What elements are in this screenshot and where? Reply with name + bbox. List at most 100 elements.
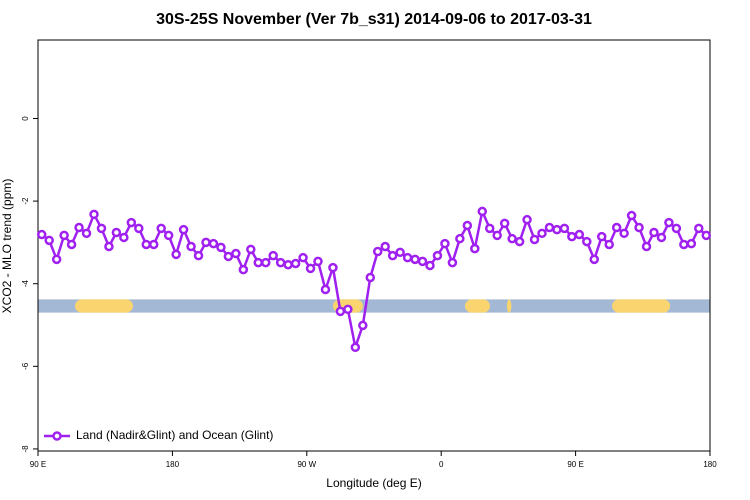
- point: [574, 229, 585, 240]
- point: [96, 223, 107, 234]
- point: [589, 254, 600, 265]
- chart-title: 30S-25S November (Ver 7b_s31) 2014-09-06…: [156, 11, 592, 28]
- point: [231, 248, 241, 259]
- point: [81, 228, 92, 239]
- plot-frame: [37, 39, 711, 452]
- point: [552, 224, 562, 235]
- land-segment: [75, 299, 133, 313]
- y-tick-label: 0: [21, 116, 30, 121]
- x-tick-label: 90 W: [297, 460, 316, 469]
- point: [440, 238, 450, 249]
- point: [66, 239, 77, 250]
- point: [567, 231, 577, 242]
- point: [679, 239, 689, 250]
- point: [619, 228, 629, 239]
- point: [671, 223, 682, 234]
- land-segment: [464, 299, 491, 313]
- x-tick-label: 90 E: [567, 460, 583, 469]
- point: [365, 272, 376, 283]
- point: [596, 231, 607, 242]
- y-tick-label: -8: [21, 445, 30, 453]
- point: [163, 230, 174, 241]
- point: [298, 252, 308, 263]
- point: [44, 235, 54, 246]
- point: [649, 227, 659, 238]
- point: [156, 223, 166, 234]
- point: [253, 257, 264, 268]
- legend-label: Land (Nadir&Glint) and Ocean (Glint): [76, 428, 273, 442]
- point: [410, 254, 420, 265]
- point: [313, 256, 323, 267]
- point: [499, 218, 510, 229]
- point: [283, 259, 293, 270]
- point: [246, 244, 256, 255]
- land-segment: [506, 299, 512, 313]
- point: [290, 258, 301, 269]
- point: [686, 238, 697, 249]
- point: [559, 223, 570, 234]
- point: [492, 230, 502, 241]
- point: [238, 264, 249, 275]
- point: [59, 230, 69, 241]
- y-tick-label: -4: [21, 280, 30, 288]
- point: [126, 217, 137, 228]
- point: [111, 227, 122, 238]
- point: [268, 250, 278, 261]
- point: [223, 251, 234, 262]
- point: [626, 210, 637, 221]
- point: [447, 257, 458, 268]
- x-axis-label: Longitude (deg E): [326, 476, 421, 490]
- point: [328, 262, 338, 273]
- point: [89, 209, 99, 220]
- point: [656, 232, 667, 243]
- point: [171, 249, 181, 260]
- land-segment: [612, 299, 671, 313]
- point: [611, 222, 622, 233]
- point: [641, 241, 652, 252]
- point: [74, 222, 84, 233]
- point: [134, 223, 144, 234]
- point: [477, 206, 488, 217]
- point: [119, 232, 129, 243]
- point: [141, 239, 152, 250]
- point: [216, 242, 226, 253]
- point: [604, 239, 614, 250]
- point: [694, 223, 704, 234]
- point: [305, 263, 316, 274]
- y-tick-label: -2: [21, 197, 30, 205]
- surface-band: [38, 299, 710, 313]
- point: [208, 238, 219, 249]
- point: [358, 320, 368, 331]
- x-tick-label: 180: [703, 460, 717, 469]
- point: [260, 257, 271, 268]
- point: [51, 254, 62, 265]
- point: [387, 250, 398, 261]
- point: [522, 214, 532, 225]
- point: [186, 241, 196, 252]
- x-tick-label: 180: [166, 460, 180, 469]
- point: [470, 243, 480, 254]
- point: [634, 222, 644, 233]
- point: [372, 246, 383, 257]
- point: [582, 236, 592, 247]
- point: [455, 233, 465, 244]
- point: [537, 228, 547, 239]
- point: [395, 247, 405, 258]
- point: [343, 304, 353, 315]
- point: [320, 284, 331, 295]
- x-tick-label: 0: [439, 460, 444, 469]
- point: [104, 241, 114, 252]
- point: [514, 236, 525, 247]
- point: [350, 342, 361, 353]
- point: [507, 233, 517, 244]
- point: [402, 252, 413, 263]
- x-tick-label: 90 E: [30, 460, 46, 469]
- point: [425, 260, 435, 271]
- point: [544, 222, 555, 233]
- point: [178, 224, 189, 235]
- point: [664, 217, 674, 228]
- point: [484, 223, 495, 234]
- point: [193, 250, 204, 261]
- legend-marker: [52, 431, 62, 441]
